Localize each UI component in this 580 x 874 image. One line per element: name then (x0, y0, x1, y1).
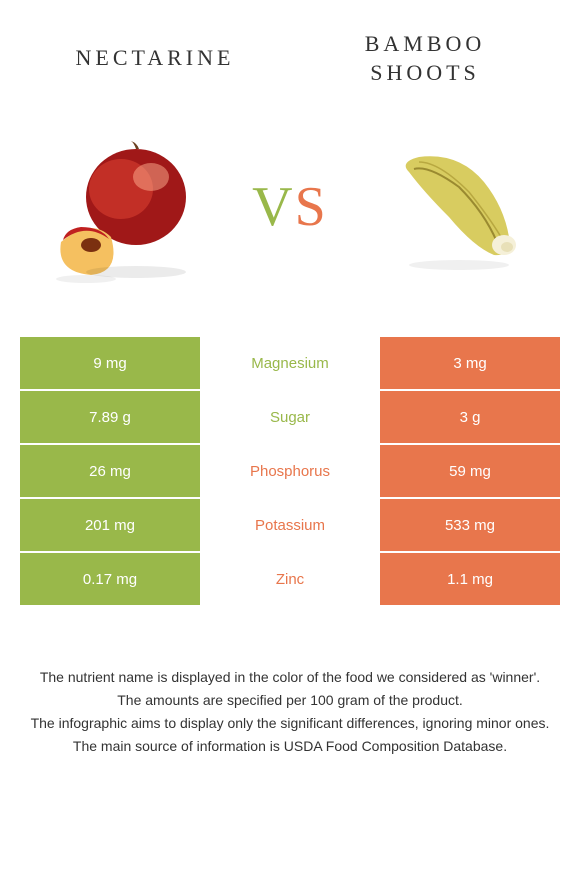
cell-right-value: 3 g (380, 391, 560, 443)
cell-nutrient-name: Phosphorus (200, 445, 380, 497)
cell-left-value: 201 mg (20, 499, 200, 551)
cell-right-value: 3 mg (380, 337, 560, 389)
cell-left-value: 7.89 g (20, 391, 200, 443)
vs-label: VS (252, 175, 328, 239)
vs-row: VS (0, 97, 580, 337)
cell-left-value: 9 mg (20, 337, 200, 389)
footer-notes: The nutrient name is displayed in the co… (0, 667, 580, 759)
table-row: 201 mgPotassium533 mg (20, 499, 560, 553)
header: NECTARINE BAMBOO SHOOTS (0, 0, 580, 97)
cell-nutrient-name: Zinc (200, 553, 380, 605)
cell-nutrient-name: Sugar (200, 391, 380, 443)
cell-nutrient-name: Magnesium (200, 337, 380, 389)
vs-s: S (295, 176, 328, 238)
cell-right-value: 1.1 mg (380, 553, 560, 605)
vs-v: V (252, 176, 294, 238)
table-row: 26 mgPhosphorus59 mg (20, 445, 560, 499)
nutrient-table: 9 mgMagnesium3 mg7.89 gSugar3 g26 mgPhos… (20, 337, 560, 607)
cell-right-value: 59 mg (380, 445, 560, 497)
nectarine-image (31, 117, 211, 297)
table-row: 0.17 mgZinc1.1 mg (20, 553, 560, 607)
cell-right-value: 533 mg (380, 499, 560, 551)
food-right-title: BAMBOO SHOOTS (304, 30, 547, 87)
footer-line: The amounts are specified per 100 gram o… (20, 690, 560, 711)
table-row: 7.89 gSugar3 g (20, 391, 560, 445)
cell-left-value: 0.17 mg (20, 553, 200, 605)
food-left-title: NECTARINE (34, 44, 277, 73)
footer-line: The infographic aims to display only the… (20, 713, 560, 734)
cell-left-value: 26 mg (20, 445, 200, 497)
footer-line: The nutrient name is displayed in the co… (20, 667, 560, 688)
bamboo-image (369, 117, 549, 297)
cell-nutrient-name: Potassium (200, 499, 380, 551)
table-row: 9 mgMagnesium3 mg (20, 337, 560, 391)
footer-line: The main source of information is USDA F… (20, 736, 560, 757)
